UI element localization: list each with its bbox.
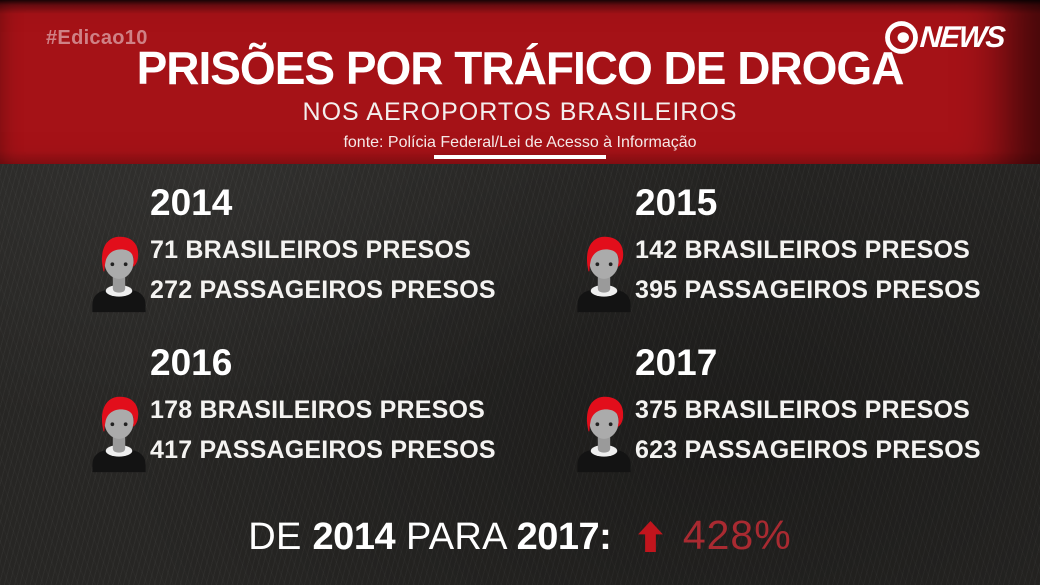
increase-arrow-icon xyxy=(637,521,664,552)
year-label: 2015 xyxy=(635,182,718,223)
header-banner: #Edicao10 NEWS PRISÕES POR TRÁFICO DE DR… xyxy=(0,0,1040,164)
source-underline xyxy=(434,155,606,159)
summary-from-year: 2014 xyxy=(312,516,396,558)
person-icon xyxy=(573,386,635,474)
summary-to-year: 2017 xyxy=(516,516,600,558)
passageiros-stat: 417 PASSAGEIROS PRESOS xyxy=(150,436,496,464)
summary-prefix: DE xyxy=(248,516,302,558)
brasileiros-stat: 142 BRASILEIROS PRESOS xyxy=(635,236,971,264)
stat-block-2015: 2015 142 BRASILEIROS PRESOS 395 PASSAGEI… xyxy=(573,184,1013,319)
summary-connector: PARA xyxy=(405,516,506,558)
passageiros-stat: 623 PASSAGEIROS PRESOS xyxy=(635,436,981,464)
passageiros-stat: 272 PASSAGEIROS PRESOS xyxy=(150,276,496,304)
brasileiros-stat: 71 BRASILEIROS PRESOS xyxy=(150,236,471,264)
person-icon xyxy=(88,226,150,314)
stat-block-2014: 2014 71 BRASILEIROS PRESOS 272 PASSAGEIR… xyxy=(88,184,528,319)
stat-block-2016: 2016 178 BRASILEIROS PRESOS 417 PASSAGEI… xyxy=(88,344,528,479)
summary-colon: : xyxy=(599,516,613,558)
increase-percent: 428% xyxy=(682,512,792,558)
person-icon xyxy=(573,226,635,314)
source-note: fonte: Polícia Federal/Lei de Acesso à I… xyxy=(343,134,697,151)
page-title: PRISÕES POR TRÁFICO DE DROGA xyxy=(136,42,905,94)
brasileiros-stat: 375 BRASILEIROS PRESOS xyxy=(635,396,971,424)
person-icon xyxy=(88,386,150,474)
episode-hashtag: #Edicao10 xyxy=(46,27,148,49)
brasileiros-stat: 178 BRASILEIROS PRESOS xyxy=(150,396,486,424)
year-label: 2016 xyxy=(150,342,233,383)
year-label: 2017 xyxy=(635,342,718,383)
passageiros-stat: 395 PASSAGEIROS PRESOS xyxy=(635,276,981,304)
year-label: 2014 xyxy=(150,182,233,223)
stat-block-2017: 2017 375 BRASILEIROS PRESOS 623 PASSAGEI… xyxy=(573,344,1013,479)
summary-line: DE 2014 PARA 2017: 428% xyxy=(0,512,1040,559)
page-subtitle: NOS AEROPORTOS BRASILEIROS xyxy=(302,98,738,126)
